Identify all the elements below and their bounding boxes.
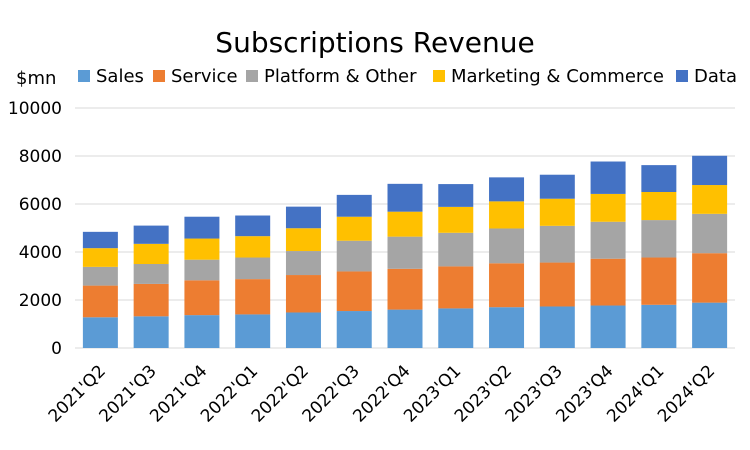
bar-segment (133, 225, 169, 244)
bar-segment (133, 243, 169, 264)
bar-segment (336, 216, 372, 241)
legend-label: Sales (96, 66, 144, 87)
bar-segment (387, 211, 423, 237)
bar-segment (184, 315, 220, 348)
bar-segment (82, 285, 118, 318)
bar-segment (641, 257, 677, 305)
bar-segment (438, 184, 474, 207)
bar-segment (539, 198, 575, 226)
legend-label: Marketing & Commerce (451, 66, 664, 87)
bar-segment (133, 283, 169, 317)
bar-segment (489, 177, 525, 202)
bar-segment (590, 258, 626, 306)
bar-segment (285, 251, 321, 276)
bar-segment (641, 165, 677, 192)
bar-segment (133, 264, 169, 284)
y-axis-label: $mn (16, 68, 56, 89)
y-axis-ticks: 0 2000 4000 6000 8000 10000 (8, 99, 62, 359)
bar-segment (336, 311, 372, 348)
y-tick-label: 10000 (8, 99, 62, 119)
bar-segment (590, 305, 626, 348)
bar-segment (285, 275, 321, 313)
y-tick-label: 4000 (19, 243, 62, 263)
bar-segment (590, 193, 626, 222)
bar-segment (641, 304, 677, 348)
bar-segment (82, 317, 118, 348)
bar-segment (489, 201, 525, 229)
bar-segment (235, 314, 271, 348)
bars (82, 155, 728, 348)
bar-segment (285, 312, 321, 348)
bar-segment (82, 231, 118, 249)
bar-segment (692, 302, 728, 348)
legend: Sales Service Platform & Other Marketing & … (78, 66, 737, 87)
legend-swatch (246, 70, 258, 82)
bar-segment (539, 262, 575, 307)
bar-segment (641, 192, 677, 221)
bar-segment (692, 213, 728, 254)
bar-segment (336, 271, 372, 312)
bar-segment (539, 306, 575, 348)
y-tick-label: 2000 (19, 291, 62, 311)
bar-segment (438, 206, 474, 233)
legend-label: Platform & Other (264, 66, 417, 87)
bar-segment (235, 236, 271, 258)
bar-segment (336, 240, 372, 272)
bar-segment (692, 155, 728, 186)
bar-segment (387, 268, 423, 310)
bar-segment (489, 263, 525, 308)
bar-segment (285, 228, 321, 252)
bar-segment (489, 307, 525, 348)
bar-segment (438, 308, 474, 348)
bar-segment (438, 232, 474, 267)
y-tick-label: 6000 (19, 195, 62, 215)
bar-segment (692, 185, 728, 214)
bar-segment (184, 238, 220, 260)
bar-segment (387, 309, 423, 348)
bar-segment (184, 259, 220, 281)
bar-segment (387, 236, 423, 269)
bar-segment (438, 266, 474, 309)
bar-segment (235, 279, 271, 315)
bar-segment (82, 266, 118, 286)
bar-segment (590, 161, 626, 194)
legend-swatch (433, 70, 445, 82)
bar-segment (235, 257, 271, 280)
bar-segment (235, 215, 271, 237)
legend-label: Data (694, 66, 737, 87)
bar-segment (336, 194, 372, 217)
bar-segment (692, 253, 728, 303)
legend-swatch (676, 70, 688, 82)
legend-swatch (78, 70, 90, 82)
bar-segment (489, 228, 525, 264)
bar-segment (133, 316, 169, 348)
x-axis-ticks: 2021'Q22021'Q32021'Q42022'Q12022'Q22022'… (45, 361, 719, 426)
chart-title: Subscriptions Revenue (215, 26, 534, 59)
bar-segment (641, 220, 677, 258)
bar-segment (184, 280, 220, 316)
bar-segment (590, 221, 626, 259)
bar-segment (387, 183, 423, 212)
legend-swatch (153, 70, 165, 82)
legend-label: Service (171, 66, 238, 87)
bar-segment (539, 225, 575, 263)
bar-segment (184, 216, 220, 239)
y-tick-label: 0 (51, 339, 62, 359)
y-tick-label: 8000 (19, 147, 62, 167)
bar-segment (539, 174, 575, 199)
bar-segment (82, 248, 118, 267)
bar-segment (285, 206, 321, 229)
